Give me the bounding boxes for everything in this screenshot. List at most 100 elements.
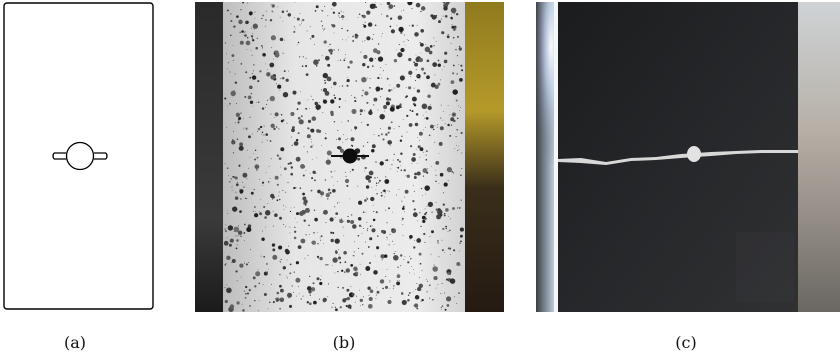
speckle-dot — [284, 39, 286, 41]
speckle-dot — [267, 69, 269, 71]
speckle-dot — [258, 310, 260, 312]
speckle-dot — [432, 128, 435, 131]
speckle-dot — [427, 95, 429, 98]
speckle-dot — [248, 11, 253, 16]
speckle-dot — [400, 265, 402, 267]
speckle-dot — [402, 119, 404, 120]
speckle-dot — [319, 279, 322, 281]
speckle-dot — [252, 276, 256, 280]
speckle-dot — [316, 255, 320, 259]
speckle-dot — [396, 280, 398, 281]
speckle-dot — [282, 21, 284, 22]
speckle-dot — [440, 79, 442, 81]
speckle-dot — [325, 263, 327, 266]
speckle-dot — [440, 293, 442, 294]
speckle-dot — [343, 271, 346, 274]
speckle-dot — [451, 19, 453, 20]
speckle-dot — [245, 292, 247, 295]
speckle-dot — [361, 94, 363, 97]
speckle-dot — [384, 285, 389, 289]
speckle-dot — [419, 78, 421, 80]
speckle-dot — [339, 306, 342, 309]
speckle-dot — [433, 276, 438, 281]
speckle-dot — [423, 72, 426, 75]
speckle-dot — [289, 272, 291, 274]
speckle-dot — [226, 68, 228, 70]
speckle-dot — [404, 211, 405, 213]
speckle-dot — [396, 83, 401, 88]
speckle-dot — [356, 269, 358, 271]
speckle-dot — [380, 87, 383, 90]
speckle-dot — [310, 287, 316, 292]
speckle-dot — [447, 272, 450, 275]
speckle-dot — [366, 230, 368, 232]
speckle-dot — [258, 300, 260, 302]
speckle-dot — [366, 101, 369, 104]
speckle-dot — [251, 54, 253, 56]
speckle-dot — [385, 176, 387, 178]
speckle-dot — [452, 72, 455, 75]
speckle-dot — [391, 164, 393, 166]
speckle-dot — [420, 6, 426, 11]
speckle-dot — [337, 181, 338, 182]
speckle-dot — [291, 126, 295, 130]
speckle-dot — [242, 309, 245, 312]
speckle-dot — [244, 32, 245, 34]
speckle-dot — [339, 17, 341, 19]
speckle-dot — [349, 60, 353, 64]
speckle-dot — [373, 134, 375, 135]
speckle-dot — [299, 24, 301, 26]
speckle-dot — [228, 287, 230, 289]
speckle-dot — [389, 281, 391, 283]
speckle-dot — [394, 251, 396, 252]
speckle-dot — [444, 123, 446, 125]
speckle-dot — [452, 172, 455, 174]
speckle-dot — [293, 236, 297, 240]
speckle-dot — [246, 49, 248, 51]
speckle-dot — [319, 298, 321, 300]
speckle-dot — [296, 17, 300, 21]
speckle-dot — [431, 166, 433, 168]
speckle-dot — [272, 11, 274, 13]
speckle-dot — [434, 125, 436, 126]
speckle-dot — [332, 11, 335, 14]
speckle-dot — [437, 63, 441, 67]
speckle-dot — [444, 51, 448, 55]
speckle-dot — [414, 32, 419, 37]
speckle-dot — [296, 108, 299, 110]
speckle-dot — [403, 34, 405, 36]
speckle-dot — [444, 292, 446, 294]
speckle-dot — [248, 85, 253, 90]
speckle-dot — [325, 222, 327, 224]
speckle-dot — [338, 106, 341, 108]
speckle-dot — [249, 305, 251, 307]
speckle-dot — [295, 138, 299, 142]
speckle-dot — [263, 255, 266, 258]
speckle-dot — [442, 227, 445, 230]
central-hole — [65, 141, 95, 171]
speckle-dot — [308, 234, 310, 235]
speckle-dot — [314, 217, 318, 222]
speckle-dot — [371, 65, 374, 67]
speckle-dot — [251, 37, 253, 39]
speckle-dot — [327, 15, 329, 17]
speckle-dot — [435, 201, 437, 203]
speckle-dot — [270, 193, 275, 198]
speckle-dot — [256, 156, 259, 159]
speckle-dot — [416, 89, 421, 93]
speckle-dot — [349, 198, 351, 200]
speckle-dot — [306, 301, 309, 304]
speckle-dot — [320, 20, 323, 23]
speckle-dot — [246, 227, 252, 233]
speckle-dot — [407, 86, 412, 90]
speckle-dot — [238, 116, 242, 120]
speckle-dot — [453, 13, 455, 15]
speckle-dot — [409, 272, 411, 274]
speckle-dot — [336, 138, 338, 140]
speckle-dot — [357, 185, 359, 187]
speckle-dot — [280, 119, 284, 123]
speckle-dot — [400, 10, 402, 12]
speckle-dot — [333, 32, 335, 34]
speckle-dot — [375, 6, 378, 8]
speckle-dot — [255, 210, 257, 212]
